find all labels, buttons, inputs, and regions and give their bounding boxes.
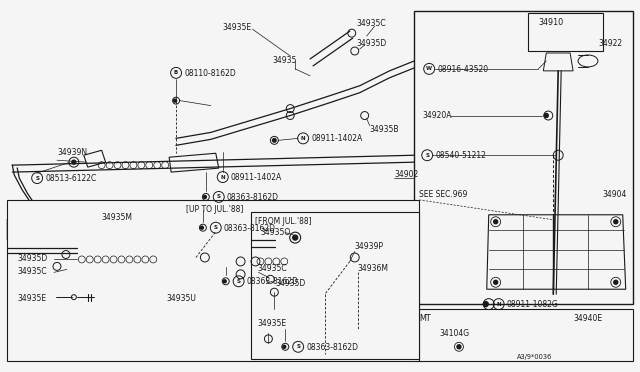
Bar [7, 200, 419, 361]
Bar [414, 309, 633, 361]
Circle shape [292, 235, 298, 240]
Text: S: S [296, 344, 300, 349]
Text: 08916-43520: 08916-43520 [437, 65, 488, 74]
Text: MT: MT [419, 314, 431, 323]
Circle shape [200, 226, 204, 229]
Text: 34104G: 34104G [439, 329, 469, 338]
Circle shape [283, 345, 285, 348]
Bar [529, 13, 603, 51]
Text: 34936M: 34936M [358, 264, 388, 273]
Circle shape [483, 302, 488, 307]
Circle shape [493, 220, 498, 224]
Text: S: S [35, 176, 39, 180]
Text: 08110-8162D: 08110-8162D [184, 69, 236, 78]
Text: [FROM JUL.'88]: [FROM JUL.'88] [255, 217, 312, 226]
Circle shape [614, 220, 618, 224]
Text: 34939N: 34939N [57, 148, 87, 157]
Text: N: N [497, 302, 501, 307]
Text: 08911-1402A: 08911-1402A [311, 134, 362, 143]
Text: 34935E: 34935E [223, 23, 252, 32]
Circle shape [223, 280, 226, 283]
Text: S: S [425, 153, 429, 158]
Bar [250, 212, 419, 359]
Text: S: S [214, 225, 218, 230]
Circle shape [544, 113, 548, 118]
Text: SEE SEC.969: SEE SEC.969 [419, 190, 468, 199]
Text: 08363-8162D: 08363-8162D [227, 193, 278, 202]
Text: 34935C: 34935C [257, 264, 287, 273]
Text: 34935D: 34935D [275, 279, 305, 288]
Text: 08540-51212: 08540-51212 [435, 151, 486, 160]
Bar [414, 11, 633, 304]
Text: 34939P: 34939P [355, 241, 384, 251]
Text: 34935E: 34935E [257, 319, 287, 328]
Circle shape [614, 280, 618, 284]
Text: B: B [174, 70, 178, 76]
Text: 34910: 34910 [538, 18, 563, 27]
Circle shape [273, 138, 276, 142]
Text: N: N [220, 174, 225, 180]
Circle shape [457, 345, 461, 349]
Text: 08363-8162D: 08363-8162D [224, 224, 276, 233]
Circle shape [204, 195, 206, 198]
Text: 34904: 34904 [603, 190, 627, 199]
Text: 34935M: 34935M [102, 213, 132, 222]
Text: 34935B: 34935B [370, 125, 399, 134]
Text: [UP TO JUL.'88]: [UP TO JUL.'88] [186, 205, 243, 214]
Text: 34935O: 34935O [260, 228, 291, 237]
Text: 34940E: 34940E [573, 314, 602, 323]
Text: 08363-8162D: 08363-8162D [306, 343, 358, 352]
Text: 08911-1082G: 08911-1082G [507, 300, 558, 309]
Text: W: W [426, 66, 432, 71]
Circle shape [493, 280, 498, 284]
Text: 08911-1402A: 08911-1402A [230, 173, 282, 182]
Text: 34935E: 34935E [17, 294, 47, 303]
Text: N: N [301, 136, 305, 141]
Text: 34935D: 34935D [17, 254, 47, 263]
Circle shape [72, 160, 76, 164]
Text: 34935C: 34935C [356, 19, 387, 28]
Text: 08363-8162D: 08363-8162D [246, 277, 298, 286]
Circle shape [173, 99, 177, 102]
Text: 34935D: 34935D [356, 39, 387, 48]
Text: A3/9*0036: A3/9*0036 [516, 354, 552, 360]
Text: 08513-6122C: 08513-6122C [45, 174, 96, 183]
Text: 34922: 34922 [598, 39, 622, 48]
Text: 34935U: 34935U [166, 294, 196, 303]
Text: S: S [237, 279, 241, 284]
Text: S: S [217, 195, 221, 199]
Text: 34902: 34902 [394, 170, 419, 179]
Text: 34935: 34935 [273, 56, 297, 65]
Text: 34920A: 34920A [422, 110, 452, 119]
Text: 34935C: 34935C [17, 267, 47, 276]
